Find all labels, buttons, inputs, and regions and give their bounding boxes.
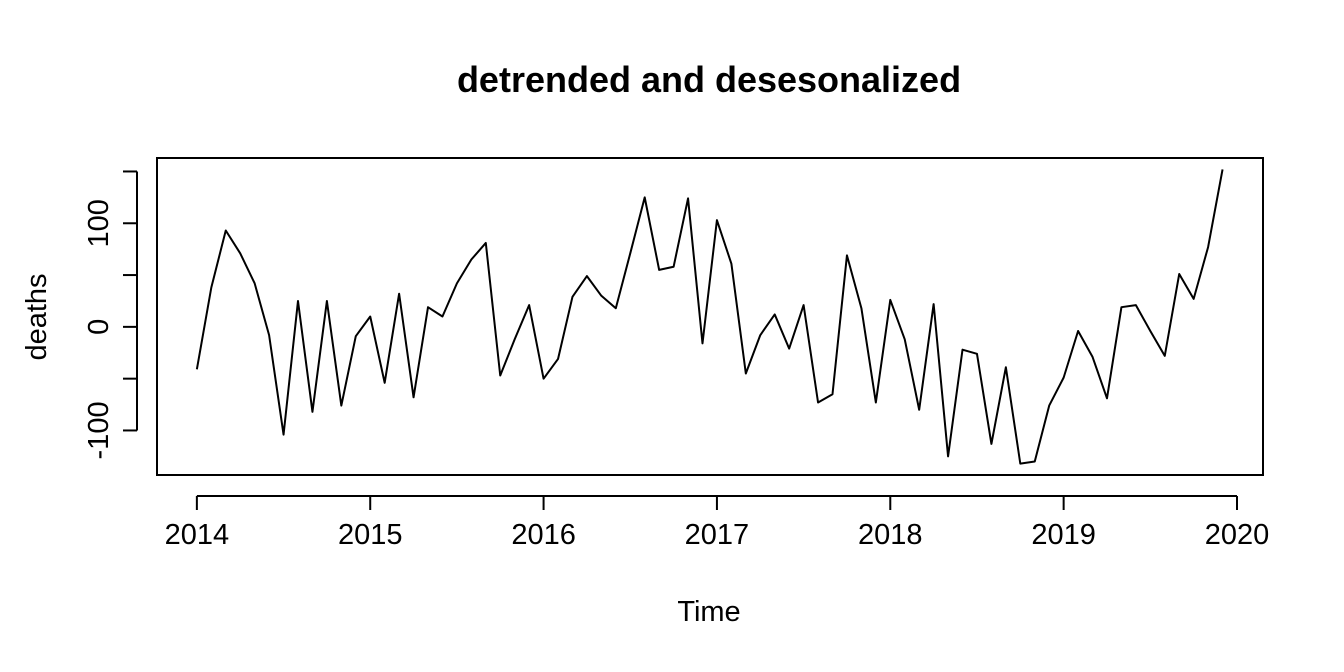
data-point-46: [860, 307, 862, 309]
data-point-45: [846, 254, 848, 256]
x-tick-label: 2017: [685, 519, 750, 551]
y-tick-label: -100: [83, 401, 115, 459]
data-point-67: [1164, 355, 1166, 357]
data-point-55: [990, 443, 992, 445]
data-point-34: [687, 197, 689, 199]
data-point-51: [933, 303, 935, 305]
data-point-11: [355, 335, 357, 337]
data-point-10: [340, 405, 342, 407]
data-point-22: [514, 338, 516, 340]
data-point-12: [369, 316, 371, 318]
data-point-41: [788, 348, 790, 350]
data-points: [196, 168, 1224, 464]
data-point-31: [644, 196, 646, 198]
data-point-65: [1135, 304, 1137, 306]
chart-title: detrended and desesonalized: [457, 59, 961, 100]
plot-frame: [156, 157, 1264, 476]
y-tick-label: 100: [83, 199, 115, 247]
data-point-40: [774, 313, 776, 315]
data-point-13: [384, 382, 386, 384]
data-point-18: [456, 282, 458, 284]
y-axis: -100 0 100: [83, 170, 138, 459]
data-point-53: [962, 349, 964, 351]
data-point-0: [196, 368, 198, 370]
data-point-64: [1120, 306, 1122, 308]
data-point-21: [499, 375, 501, 377]
data-point-58: [1034, 461, 1036, 463]
data-point-32: [658, 269, 660, 271]
y-axis-label: deaths: [21, 273, 53, 360]
x-tick-label: 2019: [1031, 519, 1096, 551]
data-point-15: [413, 396, 415, 398]
x-tick-label: 2020: [1205, 519, 1270, 551]
data-point-17: [441, 316, 443, 318]
x-tick-label: 2016: [511, 519, 576, 551]
x-axis-label: Time: [677, 596, 740, 628]
data-point-37: [730, 263, 732, 265]
data-point-1: [210, 286, 212, 288]
data-point-43: [817, 401, 819, 403]
data-point-59: [1048, 405, 1050, 407]
data-point-7: [297, 300, 299, 302]
x-tick-label: 2014: [165, 519, 230, 551]
data-point-23: [528, 304, 530, 306]
data-point-3: [239, 252, 241, 254]
data-point-57: [1019, 463, 1021, 465]
data-point-61: [1077, 330, 1079, 332]
data-point-20: [485, 242, 487, 244]
data-point-19: [470, 259, 472, 261]
data-point-26: [571, 296, 573, 298]
data-point-71: [1222, 168, 1224, 170]
data-point-24: [543, 378, 545, 380]
data-point-9: [326, 300, 328, 302]
data-point-69: [1193, 298, 1195, 300]
data-point-16: [427, 306, 429, 308]
data-point-5: [268, 334, 270, 336]
data-point-30: [629, 252, 631, 254]
data-point-4: [254, 282, 256, 284]
data-point-50: [918, 409, 920, 411]
data-point-25: [557, 358, 559, 360]
data-point-63: [1106, 397, 1108, 399]
data-point-29: [615, 307, 617, 309]
data-point-39: [759, 334, 761, 336]
data-point-70: [1207, 246, 1209, 248]
data-point-56: [1005, 366, 1007, 368]
data-point-28: [600, 295, 602, 297]
data-point-2: [225, 230, 227, 232]
data-point-42: [803, 304, 805, 306]
y-tick-label: 0: [83, 319, 115, 335]
data-point-6: [283, 434, 285, 436]
data-point-27: [586, 275, 588, 277]
data-point-33: [673, 266, 675, 268]
data-point-62: [1092, 356, 1094, 358]
data-point-47: [875, 401, 877, 403]
data-point-44: [832, 393, 834, 395]
x-tick-label: 2015: [338, 519, 403, 551]
data-point-54: [976, 353, 978, 355]
data-point-60: [1063, 377, 1065, 379]
data-point-35: [701, 342, 703, 344]
data-point-38: [745, 372, 747, 374]
data-point-36: [716, 219, 718, 221]
data-point-48: [889, 299, 891, 301]
data-point-52: [947, 455, 949, 457]
data-point-68: [1178, 273, 1180, 275]
data-point-14: [398, 293, 400, 295]
data-point-49: [904, 338, 906, 340]
series-line: [195, 169, 1224, 465]
x-tick-label: 2018: [858, 519, 923, 551]
data-point-8: [311, 411, 313, 413]
x-axis: 2014 2015 2016 2017 2018 2019 2020: [165, 495, 1270, 551]
data-point-66: [1149, 330, 1151, 332]
